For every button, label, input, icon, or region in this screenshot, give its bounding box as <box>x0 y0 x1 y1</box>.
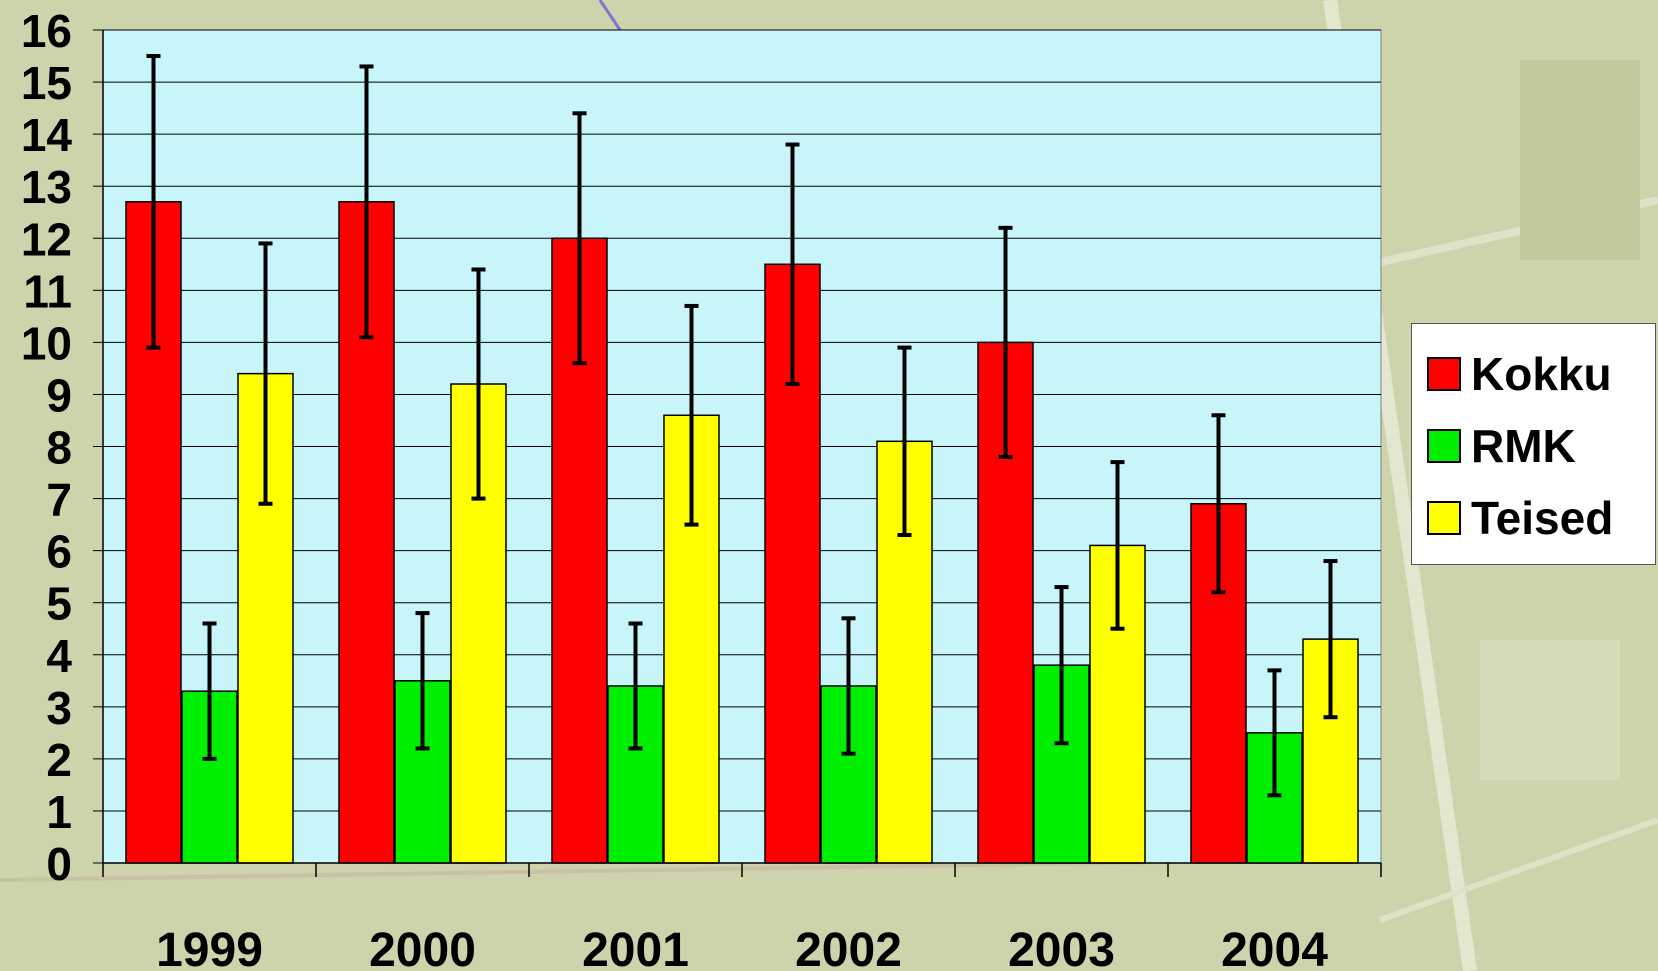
y-tick-label: 8 <box>46 422 72 474</box>
legend-label-kokku: Kokku <box>1471 348 1612 400</box>
x-tick-label: 2003 <box>1008 924 1115 971</box>
legend-item-kokku: Kokku <box>1427 344 1612 404</box>
y-tick-label: 0 <box>46 838 72 890</box>
y-tick-label: 3 <box>46 682 72 734</box>
y-tick-label: 4 <box>46 630 72 682</box>
x-tick-label: 2001 <box>582 924 689 971</box>
y-tick-label: 15 <box>21 57 72 109</box>
y-tick-label: 5 <box>46 578 72 630</box>
x-tick-label: 1999 <box>156 924 263 971</box>
y-tick-label: 14 <box>21 109 73 161</box>
x-tick-label: 2004 <box>1221 924 1328 971</box>
y-tick-label: 6 <box>46 526 72 578</box>
x-tick-label: 2002 <box>795 924 902 971</box>
legend-swatch-teised <box>1427 501 1461 535</box>
legend-item-rmk: RMK <box>1427 416 1576 476</box>
y-tick-label: 16 <box>21 5 72 57</box>
y-tick-label: 11 <box>23 265 72 317</box>
legend: Kokku RMK Teised <box>1411 323 1656 565</box>
y-tick-label: 10 <box>21 317 72 369</box>
y-tick-label: 2 <box>46 734 72 786</box>
y-tick-label: 9 <box>46 369 72 421</box>
y-tick-label: 13 <box>21 161 72 213</box>
x-tick-label: 2000 <box>369 924 476 971</box>
y-tick-label: 12 <box>21 213 72 265</box>
legend-swatch-kokku <box>1427 357 1461 391</box>
y-tick-label: 7 <box>46 474 72 526</box>
legend-label-rmk: RMK <box>1471 420 1576 472</box>
legend-item-teised: Teised <box>1427 488 1613 548</box>
legend-label-teised: Teised <box>1471 492 1614 544</box>
y-tick-label: 1 <box>46 786 72 838</box>
legend-swatch-rmk <box>1427 429 1461 463</box>
